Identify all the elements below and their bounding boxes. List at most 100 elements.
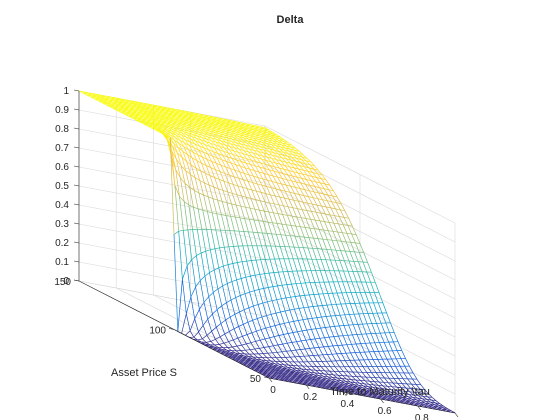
surface-mesh-segment bbox=[250, 348, 255, 351]
surface-mesh-segment bbox=[253, 305, 258, 319]
surface-mesh-segment bbox=[367, 313, 373, 324]
surface-mesh-segment bbox=[166, 135, 171, 138]
surface-mesh-segment bbox=[301, 330, 307, 341]
surface-mesh-segment bbox=[177, 152, 183, 158]
surface-mesh-segment bbox=[193, 147, 199, 155]
surface-mesh-segment bbox=[224, 333, 229, 342]
surface-mesh-segment bbox=[221, 305, 226, 321]
surface-mesh-segment bbox=[264, 149, 269, 152]
surface-mesh-segment bbox=[256, 245, 262, 260]
surface-mesh-segment bbox=[261, 192, 266, 194]
surface-mesh-segment bbox=[377, 387, 382, 391]
surface-mesh-segment bbox=[324, 370, 329, 375]
surface-mesh-segment bbox=[264, 210, 269, 213]
surface-mesh-segment bbox=[229, 316, 235, 329]
surface-mesh-segment bbox=[342, 335, 348, 345]
surface-mesh-segment bbox=[377, 302, 383, 314]
x-tick-mark bbox=[305, 384, 310, 390]
surface-mesh-segment bbox=[297, 172, 302, 179]
surface-mesh-segment bbox=[289, 246, 294, 259]
surface-mesh-segment bbox=[375, 333, 380, 343]
surface-mesh-segment bbox=[274, 147, 280, 152]
surface-mesh-segment bbox=[265, 193, 271, 196]
surface-mesh-segment bbox=[405, 390, 410, 393]
surface-mesh-segment bbox=[237, 337, 242, 346]
surface-mesh-segment bbox=[305, 218, 311, 229]
surface-mesh-segment bbox=[386, 358, 392, 367]
surface-mesh-segment bbox=[385, 372, 390, 379]
surface-mesh-segment bbox=[198, 331, 203, 339]
surface-mesh-segment bbox=[216, 162, 222, 166]
surface-mesh-segment bbox=[315, 270, 320, 283]
surface-mesh-segment bbox=[335, 250, 341, 261]
surface-mesh-segment bbox=[190, 174, 196, 178]
surface-mesh-segment bbox=[284, 246, 289, 259]
surface-mesh-segment bbox=[298, 151, 304, 155]
surface-mesh-segment bbox=[260, 338, 265, 341]
surface-mesh-segment bbox=[362, 323, 367, 335]
surface-mesh-segment bbox=[210, 142, 216, 146]
surface-mesh-segment bbox=[238, 323, 244, 327]
surface-mesh-segment bbox=[327, 194, 333, 197]
surface-mesh-segment bbox=[273, 170, 278, 178]
surface-mesh-segment bbox=[247, 319, 253, 323]
surface-mesh-segment bbox=[279, 322, 285, 325]
surface-mesh-segment bbox=[194, 143, 199, 151]
surface-mesh-segment bbox=[283, 323, 289, 334]
surface-mesh-segment bbox=[204, 144, 210, 147]
surface-mesh-segment bbox=[333, 270, 339, 282]
surface-mesh-segment bbox=[355, 379, 360, 384]
surface-mesh-segment bbox=[300, 348, 306, 350]
surface-mesh-segment bbox=[416, 379, 422, 385]
surface-mesh-segment bbox=[278, 172, 284, 174]
surface-mesh-segment bbox=[351, 233, 357, 235]
surface-mesh-segment bbox=[309, 282, 315, 295]
surface-mesh-segment bbox=[273, 344, 279, 347]
surface-mesh-segment bbox=[194, 177, 200, 193]
surface-mesh-segment bbox=[215, 169, 221, 172]
surface-mesh-segment bbox=[232, 263, 237, 280]
surface-mesh-segment bbox=[332, 195, 337, 203]
surface-mesh-segment bbox=[252, 320, 257, 332]
surface-mesh-segment bbox=[284, 149, 290, 152]
surface-mesh-segment bbox=[284, 197, 289, 207]
surface-mesh-segment bbox=[267, 156, 272, 159]
surface-mesh-segment bbox=[329, 214, 335, 224]
surface-mesh-segment bbox=[242, 336, 247, 345]
surface-mesh-segment bbox=[247, 245, 252, 261]
surface-mesh-segment bbox=[189, 187, 195, 191]
surface-mesh-segment bbox=[336, 353, 341, 361]
surface-mesh-segment bbox=[399, 366, 405, 374]
surface-mesh-segment bbox=[270, 325, 276, 328]
surface-mesh-segment bbox=[385, 366, 391, 373]
surface-mesh-segment bbox=[277, 153, 283, 158]
surface-mesh-segment bbox=[381, 366, 386, 373]
surface-mesh-segment bbox=[231, 158, 237, 165]
surface-mesh-segment bbox=[220, 164, 226, 168]
surface-mesh-segment bbox=[283, 333, 289, 335]
surface-mesh-segment bbox=[234, 170, 240, 179]
x-tick-mark bbox=[417, 405, 422, 411]
surface-mesh-segment bbox=[292, 154, 297, 159]
surface-mesh-segment bbox=[179, 140, 185, 147]
surface-mesh-segment bbox=[299, 194, 304, 196]
surface-mesh-segment bbox=[287, 271, 292, 285]
surface-mesh-segment bbox=[324, 221, 329, 231]
surface-mesh-segment bbox=[281, 223, 286, 236]
surface-mesh-segment bbox=[318, 192, 323, 200]
surface-mesh-segment bbox=[303, 195, 309, 197]
surface-mesh-segment bbox=[243, 179, 249, 182]
surface-mesh-segment bbox=[216, 157, 222, 166]
surface-mesh-segment bbox=[321, 205, 327, 208]
surface-mesh-segment bbox=[216, 309, 222, 324]
surface-mesh-segment bbox=[281, 223, 287, 226]
surface-mesh-segment bbox=[192, 134, 197, 139]
surface-mesh-segment bbox=[290, 296, 296, 298]
surface-mesh-segment bbox=[286, 179, 292, 182]
surface-mesh-segment bbox=[105, 104, 110, 107]
surface-mesh-segment bbox=[317, 198, 323, 201]
surface-mesh-segment bbox=[198, 192, 204, 211]
surface-mesh-segment bbox=[263, 210, 269, 223]
x-tick-label: 0.4 bbox=[340, 399, 354, 410]
surface-mesh-segment bbox=[301, 159, 307, 162]
